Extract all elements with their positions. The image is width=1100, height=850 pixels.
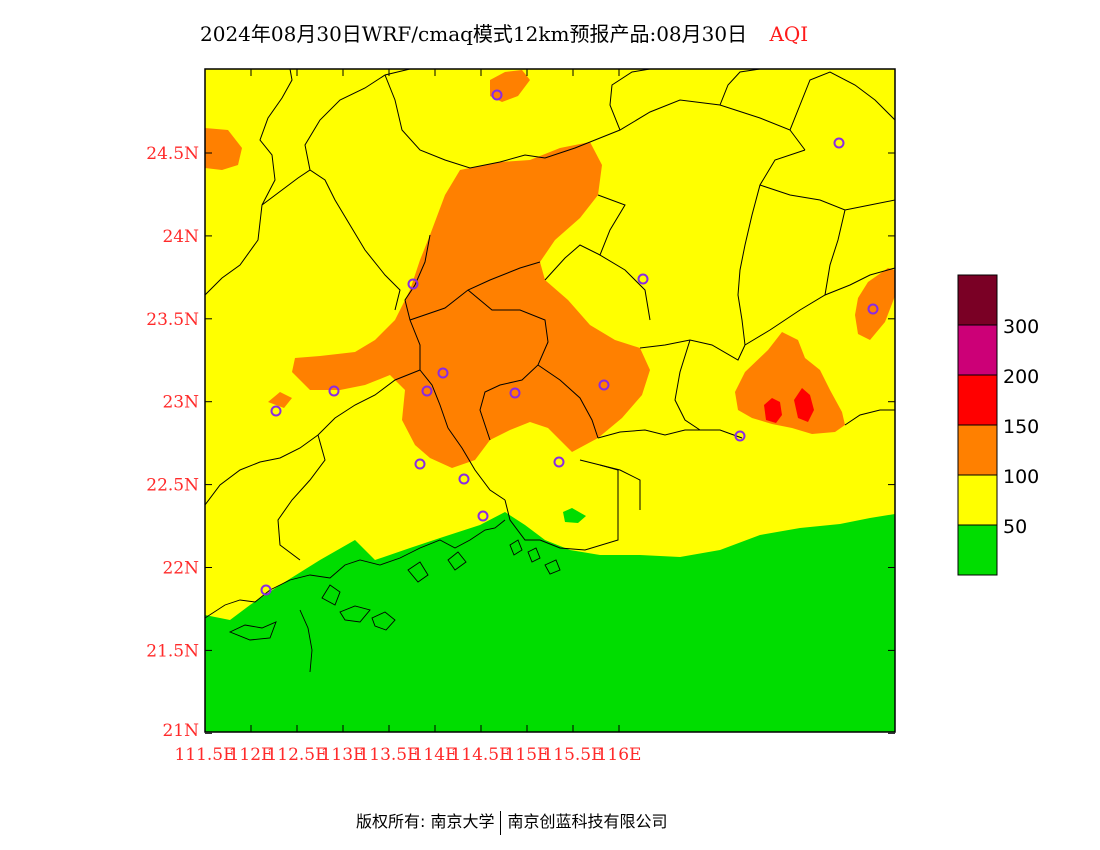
field-orange-central (292, 142, 650, 468)
station-marker (553, 456, 565, 468)
map-title: 2024年08月30日WRF/cmaq模式12km预报产品:08月30日 AQI (200, 18, 920, 48)
station-marker (867, 303, 879, 315)
y-tick-label: 22.5N (146, 476, 199, 496)
station-marker (833, 137, 845, 149)
x-tick-label: 112.5E (266, 745, 327, 765)
station-marker (407, 278, 419, 290)
legend-label-150: 150 (1003, 416, 1039, 438)
x-axis: 111.5E112E112.5E113E113.5E114E114.5E115E… (174, 69, 641, 765)
x-tick-label: 116E (597, 745, 642, 765)
y-tick-label: 22N (162, 559, 199, 579)
x-tick-label: 113E (321, 745, 366, 765)
station-marker (260, 584, 272, 596)
station-marker (421, 385, 433, 397)
y-axis: 24.5N 24N 23.5N 23N 22.5N 22N 21.5N 21N (146, 144, 895, 741)
field-orange-nw (205, 128, 242, 170)
y-tick-label: 24.5N (146, 144, 199, 164)
field-orange-west (268, 392, 292, 408)
footer-left: 版权所有: 南京大学 (356, 812, 495, 831)
copyright-footer: 版权所有: 南京大学 南京创蓝科技有限公司 (356, 808, 668, 835)
y-tick-label: 23N (162, 393, 199, 413)
field-orange-east (735, 332, 845, 434)
station-marker (637, 273, 649, 285)
aqi-legend: 300 200 150 100 50 (957, 274, 1039, 576)
admin-boundaries (205, 69, 895, 561)
station-marker (328, 385, 340, 397)
stations (260, 89, 879, 596)
x-tick-label: 115.5E (542, 745, 603, 765)
x-tick-label: 111.5E (174, 745, 235, 765)
y-tick-label: 23.5N (146, 310, 199, 330)
legend-swatch-100 (957, 474, 998, 526)
x-tick-label: 114E (413, 745, 458, 765)
field-green (205, 512, 895, 732)
title-product: AQI (769, 22, 809, 46)
legend-label-300: 300 (1003, 316, 1039, 338)
legend-swatch-50 (957, 524, 998, 576)
map-frame (204, 68, 896, 733)
legend-label-100: 100 (1003, 466, 1039, 488)
station-marker (458, 473, 470, 485)
station-marker (598, 379, 610, 391)
footer-right: 南京创蓝科技有限公司 (507, 812, 668, 831)
station-marker (437, 367, 449, 379)
y-tick-label: 24N (162, 227, 199, 247)
legend-swatch-200 (957, 374, 998, 426)
legend-swatch-300 (957, 324, 998, 376)
legend-swatch-max (957, 274, 998, 326)
station-marker (414, 458, 426, 470)
x-tick-label: 114.5E (450, 745, 511, 765)
station-marker (477, 510, 489, 522)
y-tick-label: 21N (162, 721, 199, 741)
x-tick-label: 115E (505, 745, 550, 765)
map-field (205, 69, 895, 732)
field-red-2 (794, 388, 814, 422)
field-red-1 (764, 398, 782, 423)
station-marker (491, 89, 503, 101)
station-marker (270, 405, 282, 417)
station-marker (509, 387, 521, 399)
legend-label-50: 50 (1003, 516, 1027, 538)
field-green-spot (563, 508, 586, 523)
field-orange-north (490, 70, 530, 102)
y-tick-label: 21.5N (146, 641, 199, 661)
coastline (205, 519, 561, 673)
x-tick-label: 112E (229, 745, 274, 765)
legend-label-200: 200 (1003, 366, 1039, 388)
station-marker (734, 430, 746, 442)
x-tick-label: 113.5E (358, 745, 419, 765)
legend-swatch-150 (957, 424, 998, 476)
title-main: 2024年08月30日WRF/cmaq模式12km预报产品:08月30日 (200, 22, 748, 46)
footer-separator (500, 810, 502, 835)
